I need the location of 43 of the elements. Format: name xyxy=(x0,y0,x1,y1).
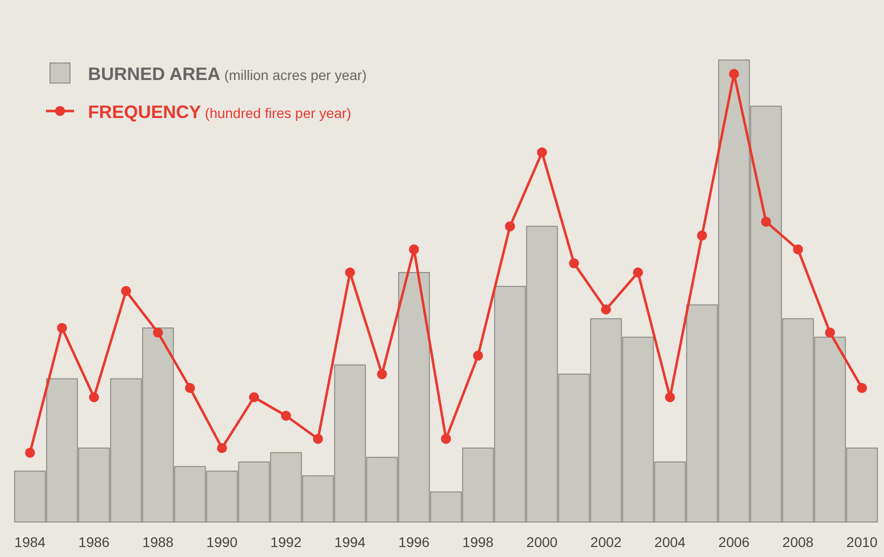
point xyxy=(121,286,131,296)
x-tick-label: 2000 xyxy=(526,534,558,550)
x-tick-label: 2010 xyxy=(846,534,878,550)
x-tick-label: 1986 xyxy=(78,534,110,550)
x-tick-label: 2002 xyxy=(590,534,622,550)
x-tick-label: 1984 xyxy=(14,534,46,550)
point xyxy=(313,434,323,444)
point xyxy=(185,383,195,394)
legend-label: BURNED AREA (million acres per year) xyxy=(88,64,367,84)
x-tick-label: 2004 xyxy=(654,534,686,550)
legend-label: FREQUENCY (hundred fires per year) xyxy=(88,102,352,122)
point xyxy=(25,448,35,458)
point xyxy=(537,147,547,158)
x-tick-label: 1994 xyxy=(334,534,366,550)
point xyxy=(217,443,227,454)
point xyxy=(281,410,291,421)
point xyxy=(441,434,451,444)
point xyxy=(665,392,675,402)
point xyxy=(601,304,611,314)
x-tick-label: 1992 xyxy=(270,534,302,550)
point xyxy=(473,350,483,361)
point xyxy=(729,68,739,79)
point xyxy=(505,221,515,232)
point xyxy=(825,328,835,338)
x-tick-label: 1990 xyxy=(206,534,238,550)
point xyxy=(761,216,771,227)
point xyxy=(569,258,579,268)
point xyxy=(345,268,355,278)
x-tick-label: 1988 xyxy=(142,534,174,550)
point xyxy=(89,392,99,402)
x-tick-label: 1998 xyxy=(462,534,494,550)
point xyxy=(249,392,259,402)
point xyxy=(793,244,803,254)
point xyxy=(377,369,387,380)
x-tick-label: 2008 xyxy=(782,534,814,550)
point xyxy=(633,268,643,278)
point xyxy=(57,322,67,333)
point xyxy=(857,383,867,394)
x-tick-label: 1996 xyxy=(398,534,430,550)
point xyxy=(697,230,707,241)
point xyxy=(153,328,163,338)
x-tick-label: 2006 xyxy=(718,534,750,550)
point xyxy=(409,244,419,254)
